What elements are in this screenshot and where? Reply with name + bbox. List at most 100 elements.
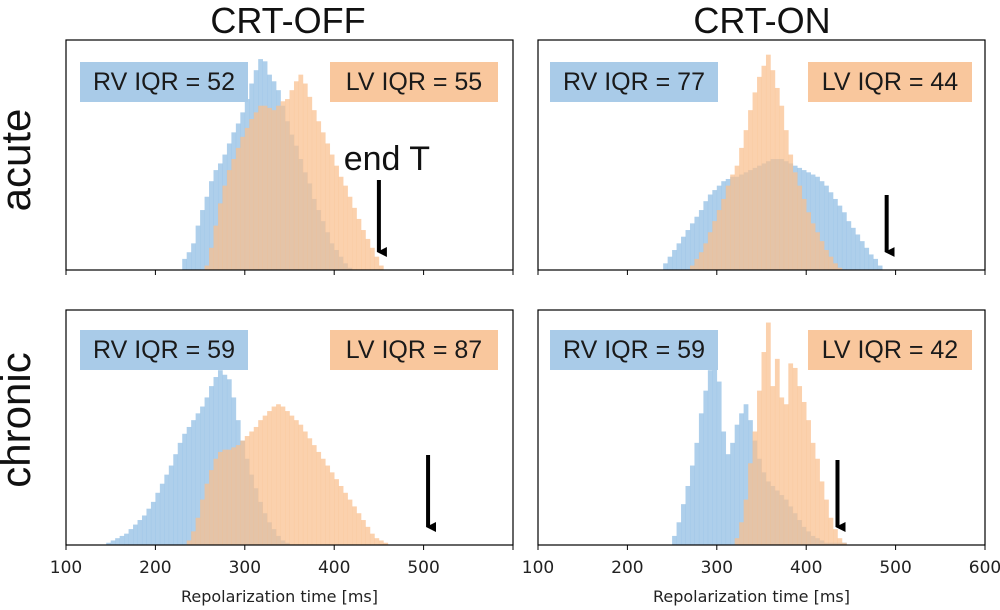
panel-acute-crt-off: RV IQR = 52 LV IQR = 55 end T [65, 39, 514, 275]
bar-lv-415 [819, 241, 825, 270]
bar-lv-405 [810, 223, 816, 270]
x-axis-label: Repolarization time [ms] [653, 587, 850, 606]
bar-rv-205 [159, 483, 165, 545]
bar-lv-400 [334, 479, 339, 545]
row-label-chronic: chronic [0, 352, 39, 487]
bar-lv-360 [770, 386, 776, 545]
bar-lv-280 [226, 449, 232, 545]
bar-rv-240 [191, 243, 196, 270]
bar-lv-375 [311, 445, 317, 545]
bar-rv-145 [106, 542, 111, 545]
bar-rv-255 [204, 196, 210, 270]
bar-lv-420 [824, 499, 829, 545]
bar-lv-330 [271, 406, 277, 545]
bar-rv-235 [186, 252, 192, 270]
bar-lv-380 [316, 451, 322, 545]
bar-lv-395 [801, 401, 807, 545]
bar-lv-450 [378, 265, 384, 270]
bar-lv-270 [217, 203, 223, 270]
bar-lv-415 [347, 196, 353, 270]
bar-lv-305 [721, 198, 727, 270]
bar-rv-210 [164, 474, 170, 545]
bar-lv-350 [761, 352, 767, 545]
bar-lv-270 [217, 451, 223, 545]
bar-lv-330 [743, 499, 749, 545]
bar-lv-350 [761, 65, 767, 270]
bar-rv-195 [150, 501, 156, 545]
bar-lv-315 [258, 105, 263, 270]
bar-lv-255 [204, 265, 210, 270]
bar-lv-300 [244, 127, 250, 270]
bar-lv-400 [806, 420, 811, 545]
bar-rv-280 [698, 210, 704, 270]
x-tick-label: 500 [407, 558, 439, 578]
bar-rv-190 [146, 508, 152, 545]
bar-lv-395 [801, 198, 807, 270]
bar-rv-175 [133, 524, 138, 545]
bar-lv-320 [734, 538, 740, 545]
column-title-crt-on: CRT-ON [693, 0, 830, 41]
bar-rv-250 [200, 406, 205, 545]
bar-rv-325 [739, 413, 744, 545]
bar-rv-470 [868, 254, 874, 270]
series-lv [734, 322, 847, 545]
bar-lv-430 [833, 529, 838, 545]
bar-rv-315 [730, 442, 735, 545]
series-lv [204, 74, 384, 271]
lv-iqr-box: LV IQR = 87 [330, 330, 498, 370]
x-tick-label: 400 [790, 558, 822, 578]
bar-lv-295 [712, 221, 718, 270]
bar-rv-245 [195, 225, 201, 270]
bar-rv-275 [694, 216, 700, 270]
x-tick-label: 500 [879, 558, 911, 578]
bar-rv-290 [707, 370, 713, 545]
bar-lv-340 [280, 101, 286, 270]
rv-iqr-label: RV IQR = 59 [93, 336, 235, 364]
bar-rv-235 [186, 426, 192, 545]
bar-lv-315 [730, 174, 735, 270]
bar-lv-400 [806, 212, 811, 270]
column-title-crt-off: CRT-OFF [210, 0, 365, 41]
bar-lv-265 [213, 225, 219, 270]
bar-rv-455 [855, 234, 861, 270]
bar-rv-170 [128, 529, 134, 545]
x-tick-label: 200 [139, 558, 171, 578]
rv-iqr-label: RV IQR = 52 [93, 68, 235, 96]
bar-lv-425 [356, 218, 362, 270]
bar-rv-265 [685, 230, 691, 270]
bar-lv-310 [253, 112, 259, 270]
bar-lv-275 [694, 258, 700, 270]
bar-rv-445 [846, 221, 852, 270]
bar-lv-440 [841, 542, 847, 545]
bar-lv-345 [757, 76, 762, 270]
bar-rv-440 [841, 212, 847, 270]
bar-rv-285 [703, 390, 709, 545]
bar-rv-240 [191, 420, 196, 545]
bar-lv-390 [325, 143, 331, 270]
bar-lv-290 [707, 232, 713, 270]
bar-lv-430 [361, 230, 366, 270]
bar-lv-295 [240, 440, 246, 545]
bar-rv-270 [689, 223, 695, 270]
bar-lv-380 [788, 154, 794, 270]
bar-lv-405 [338, 485, 344, 545]
bar-lv-275 [222, 449, 228, 545]
bar-lv-400 [334, 165, 339, 270]
bar-lv-420 [352, 207, 357, 270]
x-tick-label: 100 [522, 558, 554, 578]
bar-lv-385 [320, 132, 326, 270]
bar-lv-300 [244, 436, 250, 545]
bar-rv-310 [725, 454, 731, 545]
bar-lv-245 [195, 517, 201, 545]
rv-iqr-label: RV IQR = 77 [563, 68, 705, 96]
bar-lv-435 [837, 267, 843, 270]
bar-lv-385 [320, 458, 326, 545]
bar-rv-465 [864, 247, 870, 270]
bar-lv-450 [378, 540, 384, 545]
bar-rv-480 [877, 265, 883, 270]
panel-chronic-crt-off: 100 200 300 400 500 Repolarization time [ms] R… [50, 309, 514, 606]
bar-lv-255 [204, 483, 210, 545]
bar-rv-230 [182, 433, 187, 545]
bar-lv-410 [343, 185, 348, 270]
rv-iqr-label: RV IQR = 59 [563, 336, 705, 364]
